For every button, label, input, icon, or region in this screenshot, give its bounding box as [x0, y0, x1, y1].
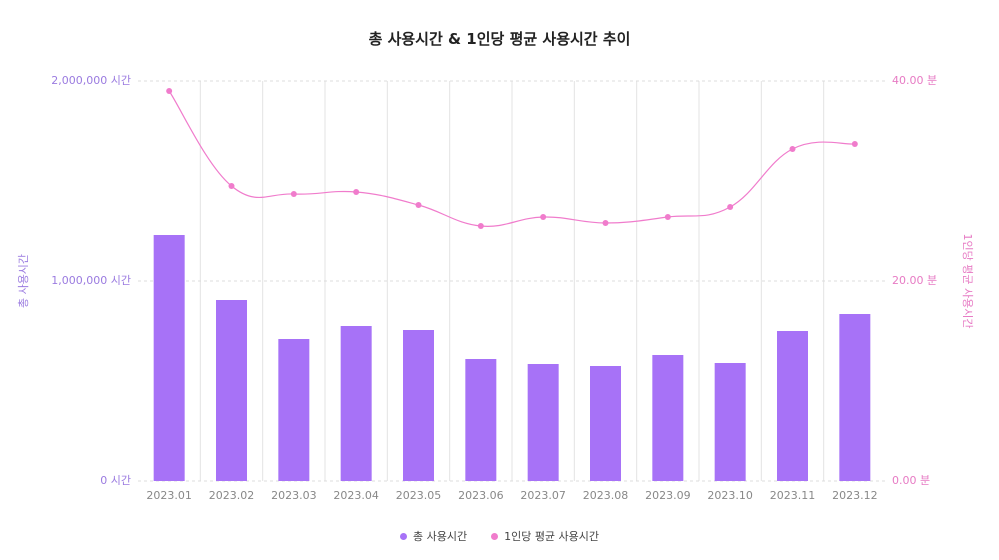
y-tick-label-left: 0 시간	[100, 474, 131, 487]
x-tick-label: 2023.08	[583, 489, 629, 502]
x-tick-label: 2023.10	[707, 489, 753, 502]
line-point	[727, 204, 734, 210]
x-tick-label: 2023.07	[520, 489, 566, 502]
line-point	[540, 214, 547, 220]
x-tick-label: 2023.04	[333, 489, 379, 502]
line-point	[851, 141, 858, 147]
line-point	[602, 220, 609, 226]
bar	[153, 235, 185, 481]
line-point	[789, 146, 796, 152]
x-tick-label: 2023.01	[146, 489, 192, 502]
y-tick-label-left: 2,000,000 시간	[51, 74, 131, 87]
bar	[465, 359, 497, 481]
bar	[652, 355, 684, 481]
legend-label: 1인당 평균 사용시간	[504, 530, 600, 543]
legend-item-total-usage[interactable]: 총 사용시간	[399, 528, 468, 544]
legend-item-avg-usage[interactable]: 1인당 평균 사용시간	[491, 528, 599, 544]
x-tick-label: 2023.06	[458, 489, 504, 502]
series-line	[168, 90, 855, 227]
bar	[839, 314, 871, 481]
x-tick-label: 2023.09	[645, 489, 691, 502]
bar	[527, 364, 559, 481]
line-point	[290, 191, 297, 197]
line-point	[166, 88, 173, 94]
legend-dot-icon	[491, 532, 499, 540]
x-tick-label: 2023.05	[396, 489, 442, 502]
bar	[777, 331, 808, 481]
line-point	[664, 214, 671, 220]
y-axis-title-right: 1인당 평균 사용시간	[961, 234, 974, 329]
line-point	[477, 223, 484, 229]
legend-label: 총 사용시간	[412, 530, 468, 543]
bar	[216, 300, 247, 481]
bar	[278, 339, 310, 481]
y-tick-label-right: 40.00 분	[892, 74, 937, 87]
bar	[714, 363, 746, 481]
x-tick-label: 2023.03	[271, 489, 317, 502]
legend-dot-icon	[399, 532, 407, 540]
bar	[590, 366, 621, 481]
x-tick-label: 2023.12	[832, 489, 878, 502]
line-point	[353, 189, 360, 195]
bar	[340, 326, 372, 481]
y-axis-title-left: 총 사용시간	[17, 254, 30, 308]
x-tick-label: 2023.02	[209, 489, 255, 502]
chart-title: 총 사용시간 & 1인당 평균 사용시간 추이	[368, 30, 631, 48]
y-tick-label-right: 0.00 분	[892, 474, 930, 487]
legend: 총 사용시간 1인당 평균 사용시간	[0, 528, 999, 544]
line-point	[415, 202, 422, 208]
y-tick-label-left: 1,000,000 시간	[51, 274, 131, 287]
x-tick-label: 2023.11	[770, 489, 816, 502]
bar	[403, 330, 434, 481]
y-tick-label-right: 20.00 분	[892, 274, 937, 287]
line-point	[228, 183, 235, 189]
